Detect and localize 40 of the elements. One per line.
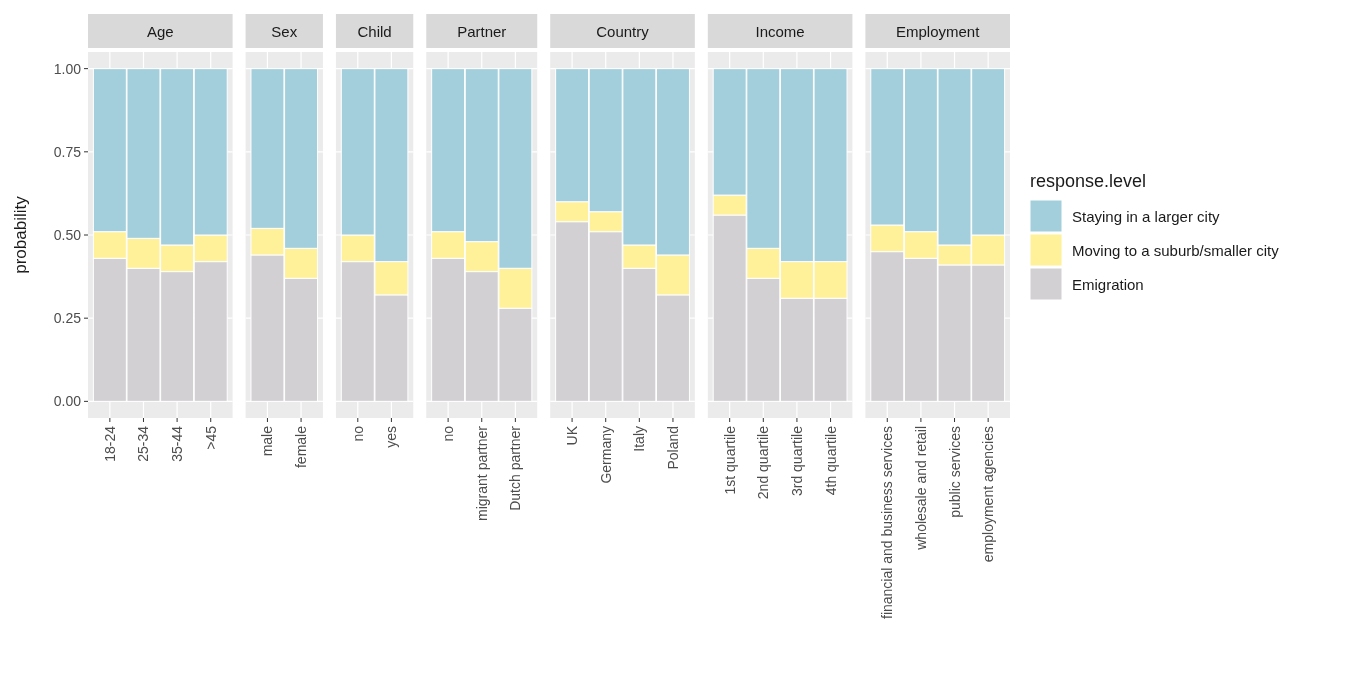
- y-tick-label: 0.25: [53, 310, 82, 327]
- x-tick-label: 1st quartile: [721, 425, 738, 495]
- x-tick-label: wholesale and retail: [912, 426, 929, 551]
- x-tick-label: 25-34: [135, 425, 152, 462]
- chart-title: Employment: [896, 23, 981, 40]
- x-tick-label: 3rd quartile: [788, 425, 805, 497]
- x-tick-label: Italy: [631, 426, 648, 452]
- x-tick-label: >45: [202, 425, 219, 450]
- x-tick-label: employment agencies: [980, 426, 997, 563]
- chart-title: Income: [755, 23, 805, 40]
- x-tick-label: Germany: [597, 426, 614, 484]
- x-tick-label: no: [440, 425, 457, 442]
- x-tick-label: Poland: [664, 426, 681, 470]
- x-tick-label: UK: [564, 425, 581, 446]
- x-tick-label: Dutch partner: [507, 425, 524, 511]
- chart-title: Child: [357, 23, 392, 40]
- y-tick-label: 0.00: [53, 393, 82, 410]
- chart-title: Country: [596, 23, 650, 40]
- x-tick-label: 2nd quartile: [755, 425, 772, 500]
- x-tick-label: yes: [383, 426, 400, 448]
- x-tick-label: financial and business services: [879, 426, 896, 619]
- x-tick-label: male: [259, 425, 276, 457]
- x-tick-label: migrant partner: [473, 425, 490, 521]
- x-tick-label: public services: [946, 426, 963, 518]
- x-tick-label: female: [293, 425, 310, 469]
- legend-label: Emigration: [1072, 276, 1144, 293]
- x-tick-label: 35-44: [169, 425, 186, 462]
- y-tick-label: 1.00: [53, 60, 82, 77]
- legend-label: Staying in a larger city: [1072, 208, 1221, 225]
- y-axis-title: probability: [11, 195, 30, 274]
- x-tick-label: 4th quartile: [822, 425, 839, 496]
- chart-title: Sex: [271, 23, 298, 40]
- chart-title: Partner: [457, 23, 507, 40]
- x-tick-label: 18-24: [101, 425, 118, 462]
- x-tick-label: no: [349, 425, 366, 442]
- y-tick-label: 0.75: [53, 143, 82, 160]
- chart-title: Age: [146, 23, 174, 40]
- legend-label: Moving to a suburb/smaller city: [1072, 242, 1280, 259]
- legend-title: response.level: [1030, 171, 1147, 191]
- y-tick-label: 0.50: [53, 227, 82, 243]
